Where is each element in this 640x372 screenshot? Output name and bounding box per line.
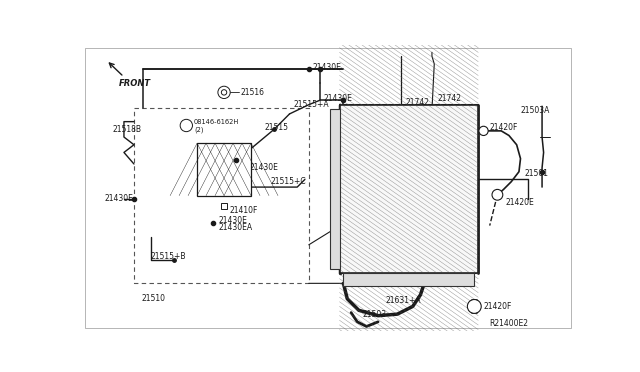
- Bar: [344, 273, 474, 286]
- Text: 21515+A: 21515+A: [293, 100, 329, 109]
- Text: 21420E: 21420E: [505, 198, 534, 207]
- Bar: [197, 143, 251, 196]
- Text: 21420F: 21420F: [490, 123, 518, 132]
- Text: 21501: 21501: [524, 170, 548, 179]
- Text: 21410F: 21410F: [230, 206, 258, 215]
- Text: 21430E: 21430E: [219, 216, 248, 225]
- Text: FRONT: FRONT: [118, 78, 150, 88]
- Text: 21516: 21516: [240, 88, 264, 97]
- Text: 21420F: 21420F: [484, 302, 512, 311]
- Text: B: B: [184, 123, 188, 128]
- Text: R21400E2: R21400E2: [490, 319, 529, 328]
- Circle shape: [492, 189, 503, 200]
- Circle shape: [467, 299, 481, 313]
- Circle shape: [180, 119, 193, 132]
- Text: 21503: 21503: [363, 310, 387, 319]
- Bar: [197, 143, 251, 196]
- Text: 21430E: 21430E: [250, 163, 278, 172]
- Circle shape: [479, 126, 488, 135]
- Text: 08146-6162H: 08146-6162H: [194, 119, 239, 125]
- Text: 21430E: 21430E: [312, 63, 342, 72]
- Bar: [340, 105, 478, 273]
- Text: 21515+C: 21515+C: [270, 177, 306, 186]
- Text: 21510: 21510: [141, 294, 166, 303]
- Text: 21631+A: 21631+A: [386, 296, 421, 305]
- Text: 21515+B: 21515+B: [151, 252, 186, 261]
- Bar: [134, 108, 308, 283]
- Text: (2): (2): [194, 126, 204, 132]
- Text: 21515: 21515: [264, 123, 288, 132]
- Bar: [330, 109, 340, 269]
- Text: 21742: 21742: [405, 98, 429, 107]
- Text: 21430EA: 21430EA: [219, 224, 253, 232]
- Text: 21503A: 21503A: [520, 106, 550, 115]
- Text: 21430E: 21430E: [105, 194, 134, 203]
- Text: 21518B: 21518B: [113, 125, 141, 134]
- Text: 21430E: 21430E: [323, 94, 352, 103]
- Text: 21742: 21742: [437, 94, 461, 103]
